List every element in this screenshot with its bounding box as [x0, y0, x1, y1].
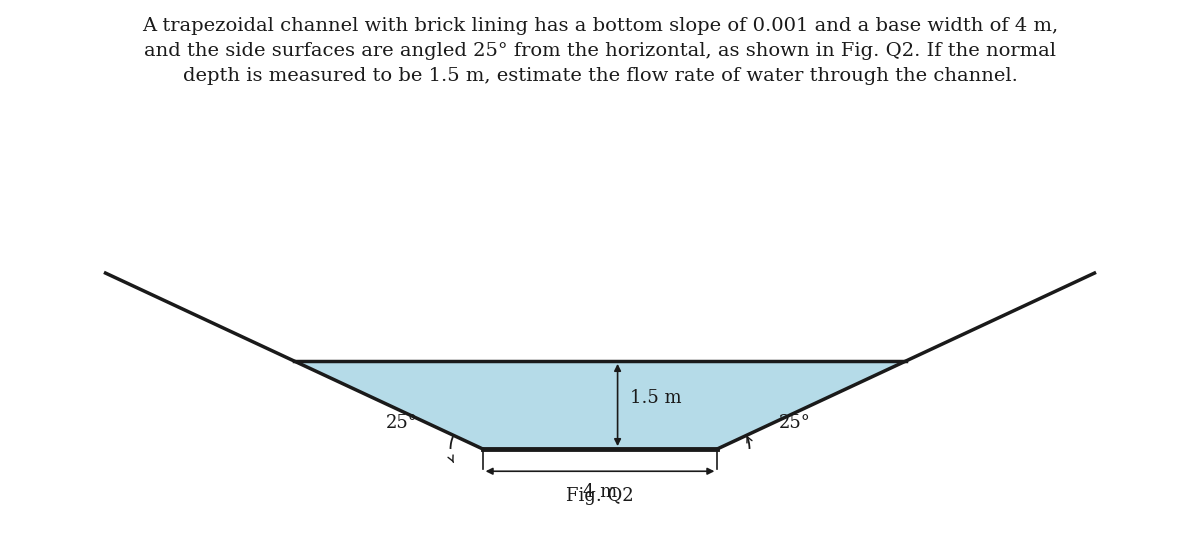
Text: 25°: 25°	[386, 414, 418, 432]
Text: 25°: 25°	[779, 414, 811, 432]
Polygon shape	[294, 361, 906, 449]
Text: 4 m: 4 m	[583, 483, 617, 501]
Text: A trapezoidal channel with brick lining has a bottom slope of 0.001 and a base w: A trapezoidal channel with brick lining …	[142, 17, 1058, 85]
Text: Fig. Q2: Fig. Q2	[566, 487, 634, 505]
Text: 1.5 m: 1.5 m	[630, 389, 682, 407]
